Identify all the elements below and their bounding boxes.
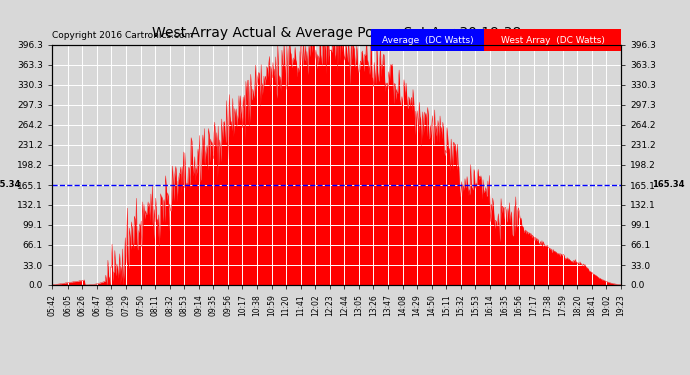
- Title: West Array Actual & Average Power Sat Apr 30 19:38: West Array Actual & Average Power Sat Ap…: [152, 26, 521, 40]
- Bar: [484, 29, 621, 51]
- Text: + 165.34: + 165.34: [0, 180, 21, 189]
- Text: Copyright 2016 Cartronics.com: Copyright 2016 Cartronics.com: [52, 31, 193, 40]
- Text: West Array  (DC Watts): West Array (DC Watts): [501, 36, 604, 45]
- Text: 165.34: 165.34: [652, 180, 684, 189]
- Text: Average  (DC Watts): Average (DC Watts): [382, 36, 473, 45]
- Bar: [371, 29, 484, 51]
